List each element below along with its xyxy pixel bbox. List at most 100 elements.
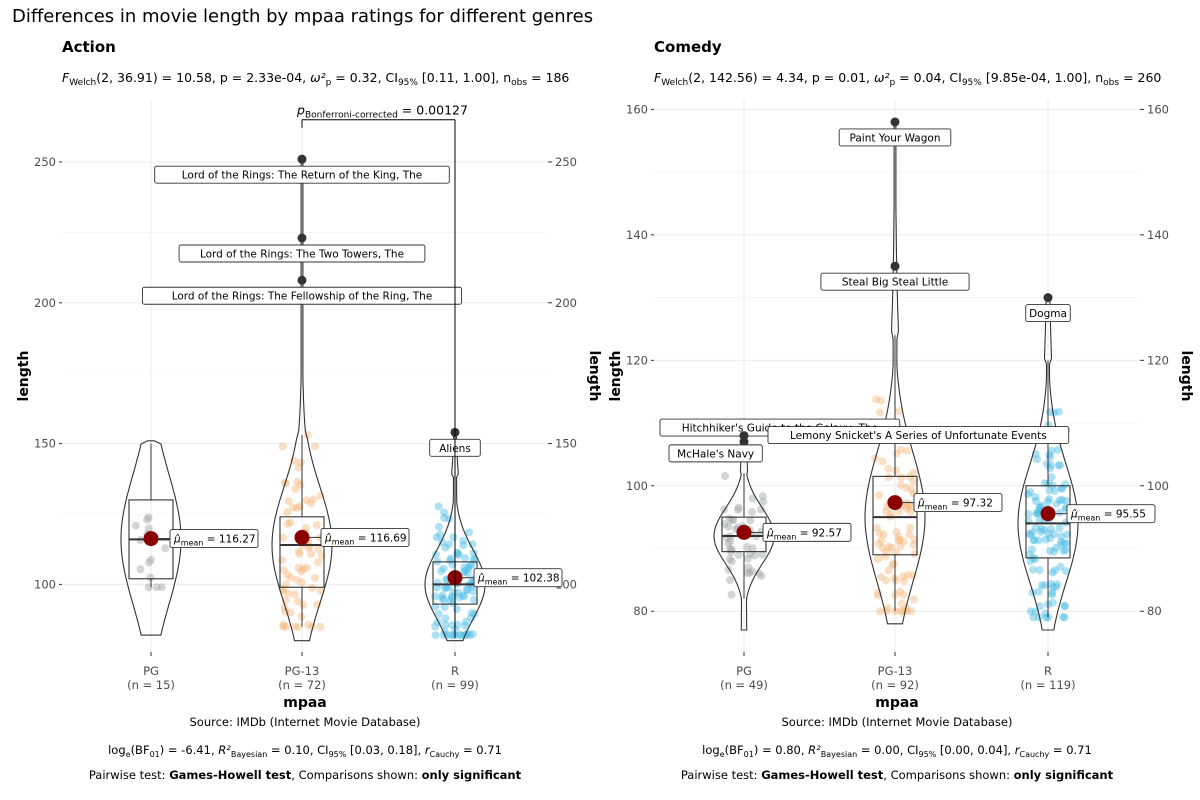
data-point [445,556,454,565]
outlier-label-text: Paint Your Wagon [850,132,941,144]
data-point [894,536,903,545]
stat-line: FWelch(2, 36.91) = 10.58, p = 2.33e-04, … [62,70,569,88]
data-point [278,442,287,451]
y-tick-label-right: 100 [1147,479,1169,493]
data-point [1034,613,1043,622]
data-point [434,502,443,511]
outlier-label-text: McHale's Navy [677,448,754,460]
data-point [437,567,446,576]
y-tick-label-left: 100 [626,479,648,493]
box [279,516,325,588]
data-point [316,586,325,595]
data-point [146,555,155,564]
data-point [884,464,893,473]
data-point [317,551,326,560]
data-point [1061,496,1070,505]
data-point [907,607,916,616]
data-point [296,458,305,467]
data-point [459,568,468,577]
data-point [431,592,440,601]
data-point [442,631,451,640]
data-point [465,528,473,537]
data-point [463,585,472,594]
data-point [895,407,904,416]
y-axis-label-left: length [16,351,32,402]
data-point [293,503,302,512]
data-point [283,589,292,598]
data-point [892,576,900,585]
data-point [884,542,893,551]
data-point [1053,580,1062,589]
data-point [726,536,735,545]
outlier-label: Lord of the Rings: The Fellowship of the… [142,286,462,305]
data-point [907,485,916,494]
data-point [1062,539,1071,548]
data-point [876,607,884,616]
data-point [872,395,880,404]
data-point [896,480,905,489]
outlier-point [297,154,307,164]
data-point [283,508,292,517]
data-point [448,621,457,630]
data-point [747,567,756,576]
data-point [1035,516,1044,525]
data-point [432,583,441,592]
data-point [903,446,912,455]
data-point [439,595,448,604]
x-tick-label: R [451,664,459,678]
data-point [306,499,315,508]
mean-label-text: μ̂mean = 95.55 [1070,509,1146,523]
data-point [902,504,911,513]
data-point [1048,568,1057,577]
y-tick-label-left: 80 [633,604,648,618]
data-point [297,612,306,621]
mean-label-box [320,527,410,547]
data-point [1050,530,1059,539]
data-point [879,530,888,539]
y-tick-label-right: 200 [555,296,577,310]
data-point [436,530,445,539]
outlier-point [890,261,900,271]
data-point [722,533,731,542]
outlier-point [739,437,749,447]
data-point [872,523,881,532]
data-point [1048,590,1056,599]
data-point [1060,539,1069,548]
data-point [1041,535,1050,544]
data-point [724,539,733,548]
x-tick-label: PG-13 [285,664,320,678]
data-point [1031,523,1040,532]
data-point [750,551,759,560]
data-point [1030,536,1039,545]
data-point [1037,524,1046,533]
y-tick-label-right: 250 [555,155,577,169]
data-point [1041,609,1050,618]
data-point [1049,547,1058,556]
data-point [893,449,901,458]
data-point [302,563,311,572]
data-point [145,558,153,567]
data-point [1060,601,1069,610]
data-point [886,509,895,518]
box [872,475,918,556]
outlier-label: Lord of the Rings: The Return of the Kin… [154,165,450,184]
x-tick-label: PG-13 [878,664,913,678]
data-point [1028,565,1037,574]
data-point [720,520,729,528]
data-point [440,514,449,522]
data-point [434,522,443,531]
data-point [1048,582,1057,591]
data-point [1046,525,1055,533]
data-point [309,495,318,504]
data-point [889,560,898,568]
data-point [308,583,317,592]
data-point [453,548,462,557]
data-point [280,566,288,575]
data-point [278,556,286,565]
data-point [280,603,289,612]
caption-bayes: loge(BF01) = 0.80, R²Bayesian = 0.00, CI… [702,743,1092,759]
data-point [157,583,166,592]
data-point [441,543,450,552]
data-point [316,622,325,631]
mean-point [294,529,310,545]
